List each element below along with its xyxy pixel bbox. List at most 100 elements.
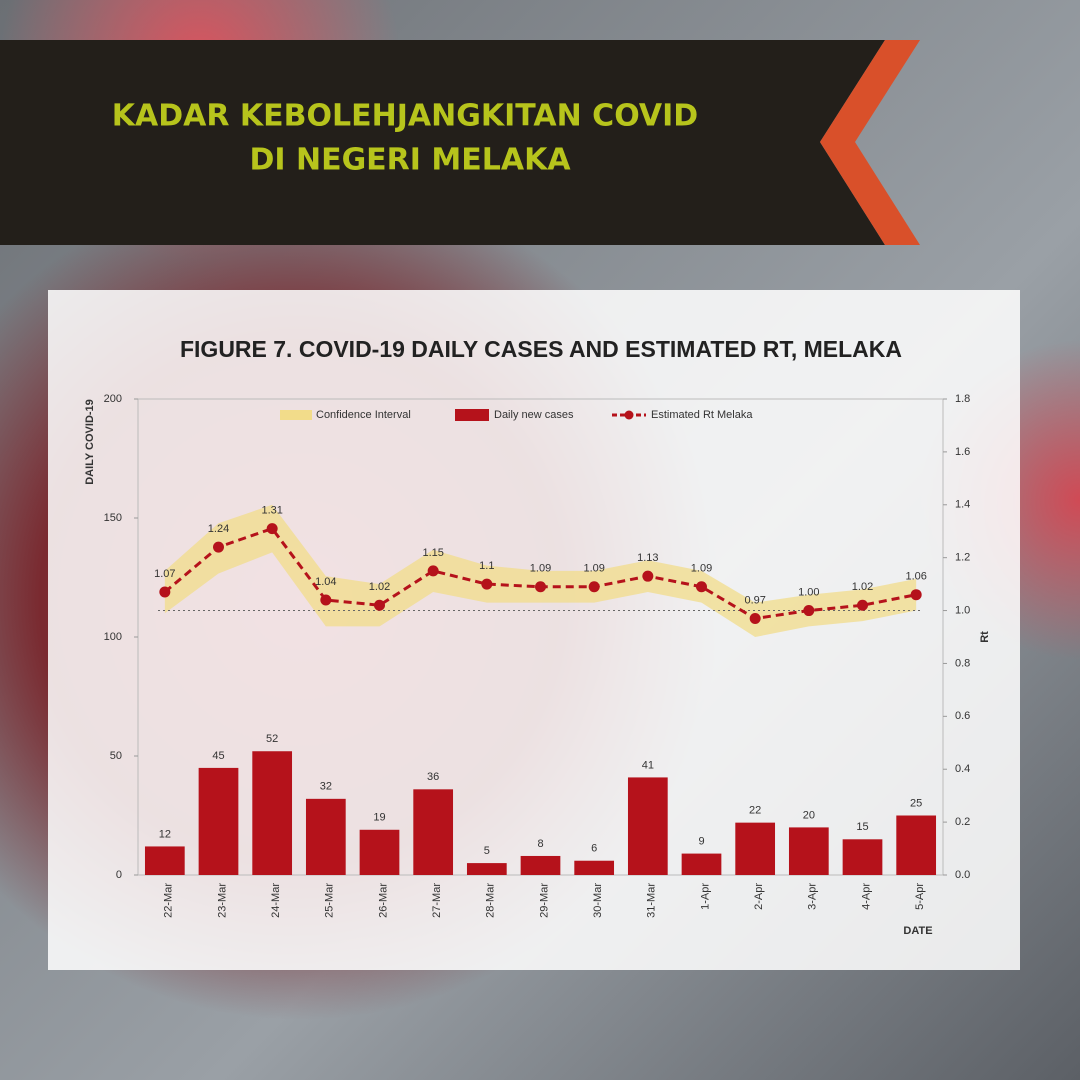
rt-point — [427, 565, 439, 577]
bar-value-label: 12 — [159, 828, 171, 840]
y2-tick-label: 0.8 — [955, 657, 970, 669]
bar-value-label: 52 — [266, 733, 278, 745]
rt-value-label: 1.13 — [637, 552, 658, 564]
bar-value-label: 20 — [803, 809, 815, 821]
bar-value-label: 8 — [537, 838, 543, 850]
y2-tick-label: 0.6 — [955, 710, 970, 722]
x-tick-label: 29-Mar — [538, 883, 550, 918]
rt-point — [803, 605, 815, 617]
bar-value-label: 36 — [427, 771, 439, 783]
y2-tick-label: 0.0 — [955, 869, 970, 881]
x-tick-label: 27-Mar — [431, 883, 443, 918]
rt-value-label: 1.04 — [315, 576, 336, 588]
rt-value-label: 1.09 — [530, 563, 551, 575]
bar — [466, 863, 507, 875]
legend-label: Estimated Rt Melaka — [651, 409, 753, 421]
rt-value-label: 0.97 — [744, 594, 765, 606]
x-tick-label: 26-Mar — [377, 883, 389, 918]
x-tick-label: 23-Mar — [216, 883, 228, 918]
bar-value-label: 6 — [591, 843, 597, 855]
bar — [627, 777, 668, 875]
y2-axis-label: Rt — [979, 631, 991, 643]
rt-value-label: 1.09 — [691, 563, 712, 575]
legend-swatch — [624, 410, 634, 420]
bar-value-label: 15 — [856, 821, 868, 833]
bar — [198, 767, 239, 875]
rt-value-label: 1.09 — [583, 563, 604, 575]
rt-point — [320, 594, 332, 606]
y-tick-label: 200 — [104, 393, 122, 405]
x-tick-label: 31-Mar — [646, 883, 658, 918]
y-axis-label: DAILY COVID-19 — [84, 399, 96, 485]
rt-value-label: 1.02 — [852, 581, 873, 593]
y2-tick-label: 0.4 — [955, 763, 970, 775]
y-tick-label: 0 — [116, 869, 122, 881]
chart-title: FIGURE 7. COVID-19 DAILY CASES AND ESTIM… — [180, 336, 902, 362]
x-tick-label: 5-Apr — [914, 883, 926, 910]
x-tick-label: 1-Apr — [699, 883, 711, 910]
y2-tick-label: 0.2 — [955, 816, 970, 828]
x-tick-label: 3-Apr — [807, 883, 819, 910]
bar — [144, 846, 185, 875]
bar — [520, 855, 561, 875]
rt-point — [481, 578, 493, 590]
y2-tick-label: 1.8 — [955, 393, 970, 405]
bar — [305, 798, 346, 875]
chevron — [820, 40, 920, 245]
bar-value-label: 45 — [212, 750, 224, 762]
y2-tick-label: 1.6 — [955, 446, 970, 458]
rt-point — [588, 581, 600, 593]
rt-value-label: 1.07 — [154, 568, 175, 580]
legend-label: Confidence Interval — [316, 409, 411, 421]
rt-point — [696, 581, 707, 593]
y-tick-label: 150 — [104, 512, 122, 524]
bar — [842, 839, 883, 875]
rt-value-label: 1.31 — [261, 504, 282, 516]
bar-value-label: 9 — [698, 835, 704, 847]
rt-point — [910, 589, 922, 601]
bar — [735, 822, 776, 875]
bar-value-label: 32 — [320, 781, 332, 793]
header-band — [0, 40, 885, 245]
bar — [896, 815, 937, 875]
rt-point — [749, 612, 761, 624]
header-title: KADAR KEBOLEHJANGKITAN COVID — [112, 99, 698, 134]
y2-tick-label: 1.2 — [955, 552, 970, 564]
legend-swatch — [455, 409, 489, 421]
rt-point — [535, 581, 546, 593]
rt-point — [266, 523, 278, 535]
x-tick-label: 25-Mar — [324, 883, 336, 918]
bar — [681, 853, 722, 875]
legend-swatch — [280, 410, 312, 420]
bar-value-label: 41 — [642, 759, 654, 771]
x-tick-label: 30-Mar — [592, 883, 604, 918]
rt-point — [374, 599, 385, 611]
y-tick-label: 50 — [110, 750, 122, 762]
x-axis-label: DATE — [903, 925, 932, 937]
y2-tick-label: 1.0 — [955, 604, 970, 616]
rt-value-label: 1.02 — [369, 581, 390, 593]
rt-point — [642, 570, 654, 582]
rt-point — [213, 541, 224, 553]
bar — [359, 829, 400, 875]
x-tick-label: 24-Mar — [270, 883, 282, 918]
legend-label: Daily new cases — [494, 409, 574, 421]
header-title: DI NEGERI MELAKA — [249, 143, 571, 178]
bar — [413, 789, 454, 875]
rt-value-label: 1.00 — [798, 586, 819, 598]
y-tick-label: 100 — [104, 631, 122, 643]
bar-value-label: 5 — [484, 845, 490, 857]
x-tick-label: 4-Apr — [860, 883, 872, 910]
x-tick-label: 2-Apr — [753, 883, 765, 910]
rt-value-label: 1.24 — [208, 523, 229, 535]
bar-value-label: 25 — [910, 797, 922, 809]
rt-point — [159, 586, 171, 598]
bar — [252, 751, 293, 875]
bar-value-label: 22 — [749, 805, 761, 817]
bar-value-label: 19 — [373, 812, 385, 824]
bar — [574, 860, 615, 875]
y2-tick-label: 1.4 — [955, 499, 970, 511]
bar — [788, 827, 829, 875]
